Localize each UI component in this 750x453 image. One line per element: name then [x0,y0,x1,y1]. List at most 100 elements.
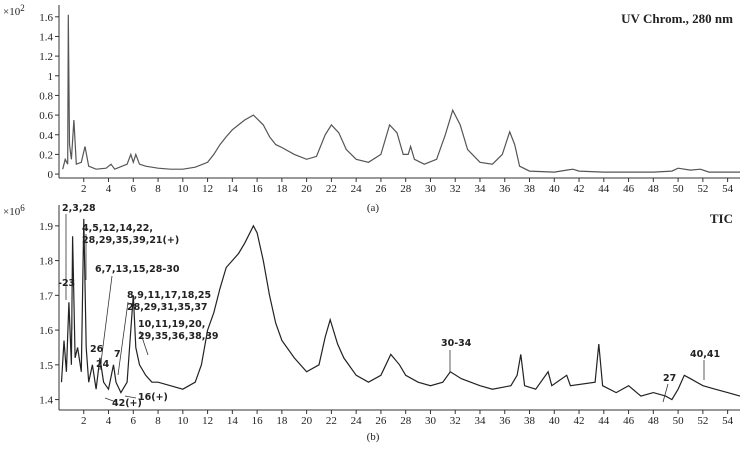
x-tick-label: 18 [276,183,288,195]
x-tick-label: 8 [155,183,161,195]
x-tick-label: 40 [549,415,561,427]
x-tick-label: 8 [155,415,161,427]
annotation: 8,9,11,17,18,25 [127,290,211,301]
x-tick-label: 40 [549,183,561,195]
caption: (a) [367,202,380,214]
x-tick-label: 26 [375,183,387,195]
annotation: 28,29,35,39,21(+) [82,235,179,246]
leader-line [662,383,669,403]
multiplier-base: ×10 [3,206,21,218]
y-tick-label: 1 [48,71,54,83]
annotation: 29,35,36,38,39 [138,331,219,342]
x-tick-label: 6 [131,183,137,195]
x-tick-label: 18 [276,415,288,427]
x-tick-label: 42 [574,415,585,427]
y-tick-label: 1.6 [39,12,53,24]
x-tick-label: 46 [623,415,635,427]
leader-line [104,397,117,403]
x-tick-label: 2 [81,183,87,195]
leader-line [99,275,113,371]
y-tick-label: 1.4 [39,395,53,407]
annotation: 40,41 [690,349,720,360]
x-tick-label: 38 [524,183,536,195]
y-tick-label: 0.4 [39,130,53,142]
y-tick-label: 0.6 [39,110,53,122]
annotation: 30-34 [441,338,472,349]
annotation: 2,3,28 [62,203,96,214]
y-tick-label: 1.8 [39,256,53,268]
x-tick-label: 30 [425,415,437,427]
x-tick-label: 14 [227,415,239,427]
x-tick-label: 22 [326,415,337,427]
x-tick-label: 14 [227,183,239,195]
annotation: 28,29,31,35,37 [127,302,208,313]
x-tick-label: 54 [722,415,734,427]
caption: (b) [367,431,380,443]
annotation: 24 [96,359,110,370]
x-tick-label: 54 [722,183,734,195]
x-tick-label: 24 [351,183,363,195]
multiplier-exponent: 6 [20,203,25,213]
x-tick-label: 36 [499,183,511,195]
y-tick-label: 1.9 [39,221,53,233]
x-tick-label: 44 [598,183,610,195]
x-tick-label: 4 [106,415,112,427]
x-tick-label: 20 [301,415,313,427]
x-tick-label: 38 [524,415,536,427]
x-tick-label: 20 [301,183,313,195]
x-tick-label: 12 [202,415,213,427]
y-tick-label: 1.5 [39,360,53,372]
x-tick-label: 16 [252,183,264,195]
x-tick-label: 50 [673,183,685,195]
x-tick-label: 48 [648,415,660,427]
leader-line [117,301,129,376]
x-tick-label: 10 [177,183,189,195]
y-tick-label: 0.2 [39,149,53,161]
x-tick-label: 2 [81,415,87,427]
x-tick-label: 28 [400,183,412,195]
x-tick-label: 6 [131,415,137,427]
x-tick-label: 4 [106,183,112,195]
x-tick-label: 30 [425,183,437,195]
x-tick-label: 36 [499,415,511,427]
x-tick-label: 32 [450,415,461,427]
x-tick-label: 22 [326,183,337,195]
x-tick-label: 10 [177,415,189,427]
x-tick-label: 12 [202,183,213,195]
x-tick-label: 46 [623,183,635,195]
annotation: 27 [663,373,676,384]
x-tick-label: 52 [697,415,708,427]
annotation: 4,5,12,14,22, [82,223,153,234]
y-tick-label: 0.8 [39,90,53,102]
y-tick-label: 0 [48,169,54,181]
annotation: 16(+) [138,392,168,403]
x-tick-label: 26 [375,415,387,427]
y-multiplier: ×106 [3,203,25,218]
annotation: 26 [90,344,104,355]
trace [62,14,740,173]
x-tick-label: 34 [474,415,486,427]
x-tick-label: 16 [252,415,264,427]
x-tick-label: 34 [474,183,486,195]
x-tick-label: 48 [648,183,660,195]
y-multiplier: ×102 [3,3,25,18]
y-tick-label: 1.2 [39,51,53,63]
chart-title: UV Chrom., 280 nm [621,11,733,26]
annotation: 10,11,19,20, [138,319,205,330]
chart-title: TIC [710,211,733,226]
trace [60,218,741,401]
x-tick-label: 42 [574,183,585,195]
y-tick-label: 1.4 [39,31,53,43]
annotation: 42(+) [112,398,142,409]
annotation: -23 [58,278,75,289]
x-tick-label: 24 [351,415,363,427]
x-tick-label: 28 [400,415,412,427]
leader-line [124,395,137,399]
leader-line [139,330,149,356]
x-tick-label: 52 [697,183,708,195]
y-tick-label: 1.7 [39,290,53,302]
x-tick-label: 50 [673,415,685,427]
x-tick-label: 32 [450,183,461,195]
multiplier-base: ×10 [3,6,21,18]
